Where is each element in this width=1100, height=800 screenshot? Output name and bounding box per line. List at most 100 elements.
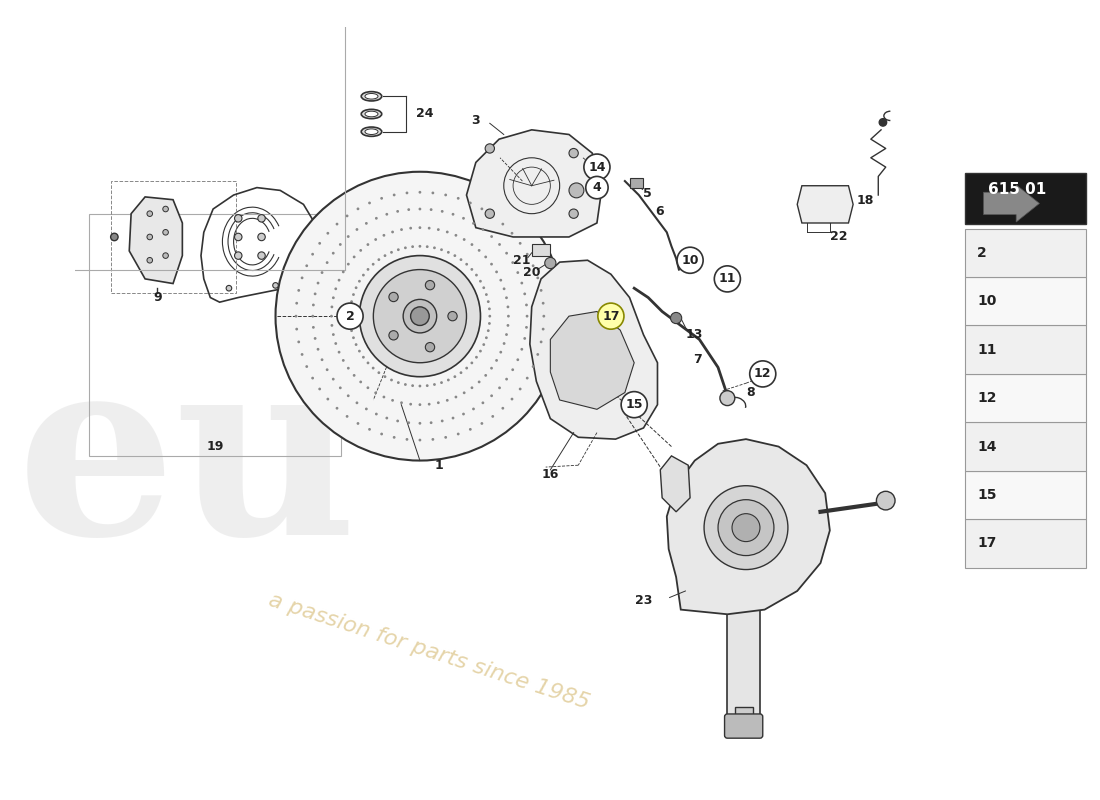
Circle shape	[375, 217, 377, 220]
Circle shape	[540, 289, 542, 292]
Circle shape	[488, 307, 491, 310]
Text: 17: 17	[977, 537, 997, 550]
Circle shape	[526, 314, 528, 318]
Circle shape	[354, 343, 358, 346]
Circle shape	[512, 261, 514, 264]
Circle shape	[312, 326, 315, 329]
Circle shape	[491, 235, 493, 238]
Text: 17: 17	[602, 310, 619, 322]
Circle shape	[441, 419, 443, 422]
Circle shape	[111, 234, 118, 241]
Circle shape	[472, 407, 475, 410]
Circle shape	[418, 403, 421, 406]
Circle shape	[342, 359, 344, 362]
Ellipse shape	[365, 111, 378, 117]
Circle shape	[482, 402, 484, 404]
Circle shape	[426, 281, 434, 290]
Text: 615 01: 615 01	[988, 182, 1046, 197]
Polygon shape	[798, 186, 854, 223]
Circle shape	[418, 208, 421, 210]
Circle shape	[433, 383, 436, 386]
Circle shape	[400, 402, 403, 404]
Circle shape	[491, 394, 493, 397]
Circle shape	[454, 396, 458, 398]
Circle shape	[393, 194, 396, 196]
Circle shape	[326, 368, 329, 371]
Circle shape	[375, 413, 377, 415]
Circle shape	[356, 422, 360, 425]
Circle shape	[537, 353, 539, 356]
Circle shape	[505, 296, 508, 299]
Text: 24: 24	[416, 107, 433, 121]
Circle shape	[336, 222, 339, 226]
Circle shape	[492, 415, 494, 418]
Circle shape	[385, 417, 388, 419]
Circle shape	[404, 299, 437, 333]
Circle shape	[452, 213, 454, 216]
Circle shape	[163, 253, 168, 258]
Circle shape	[484, 374, 487, 377]
Circle shape	[147, 258, 153, 263]
Circle shape	[499, 350, 503, 354]
Circle shape	[437, 402, 440, 404]
Circle shape	[306, 365, 308, 368]
Circle shape	[498, 386, 500, 390]
Circle shape	[471, 268, 473, 270]
Circle shape	[502, 407, 504, 410]
Circle shape	[437, 228, 440, 231]
Circle shape	[463, 391, 465, 394]
Bar	[965, 519, 1086, 568]
Text: 1: 1	[434, 458, 443, 472]
Circle shape	[519, 387, 521, 390]
Circle shape	[411, 384, 414, 387]
Circle shape	[487, 300, 490, 303]
Bar	[531, 245, 550, 255]
Circle shape	[525, 326, 528, 329]
Circle shape	[163, 230, 168, 235]
Bar	[727, 610, 760, 722]
Circle shape	[396, 419, 399, 422]
Circle shape	[393, 436, 396, 438]
Circle shape	[444, 194, 447, 196]
Circle shape	[396, 210, 399, 213]
Circle shape	[506, 306, 509, 308]
Circle shape	[334, 287, 337, 290]
Circle shape	[512, 368, 514, 371]
Circle shape	[481, 207, 483, 210]
Circle shape	[460, 371, 462, 374]
Circle shape	[719, 390, 735, 406]
Circle shape	[327, 232, 329, 234]
Circle shape	[447, 251, 450, 254]
Circle shape	[384, 254, 386, 257]
Text: 12: 12	[754, 367, 771, 381]
Circle shape	[469, 428, 472, 430]
Text: 18: 18	[857, 194, 873, 207]
Circle shape	[257, 214, 265, 222]
Circle shape	[477, 249, 481, 252]
Circle shape	[360, 249, 362, 252]
Circle shape	[431, 191, 434, 194]
Circle shape	[275, 172, 564, 461]
Text: 11: 11	[718, 272, 736, 286]
Polygon shape	[530, 260, 658, 439]
Circle shape	[385, 213, 388, 216]
Circle shape	[326, 261, 329, 264]
Circle shape	[372, 366, 375, 370]
Circle shape	[349, 314, 351, 318]
Circle shape	[350, 300, 353, 303]
Circle shape	[337, 303, 363, 329]
Bar	[89, 214, 341, 456]
Circle shape	[366, 243, 370, 246]
Text: 11: 11	[977, 342, 997, 357]
Circle shape	[257, 234, 265, 241]
Circle shape	[446, 399, 449, 402]
Circle shape	[418, 226, 421, 229]
Circle shape	[346, 394, 350, 397]
Text: 2: 2	[345, 310, 354, 322]
Text: 7: 7	[693, 354, 702, 366]
Circle shape	[520, 348, 524, 350]
Circle shape	[355, 228, 359, 231]
Circle shape	[418, 385, 421, 387]
Circle shape	[339, 243, 342, 246]
Circle shape	[346, 235, 350, 238]
